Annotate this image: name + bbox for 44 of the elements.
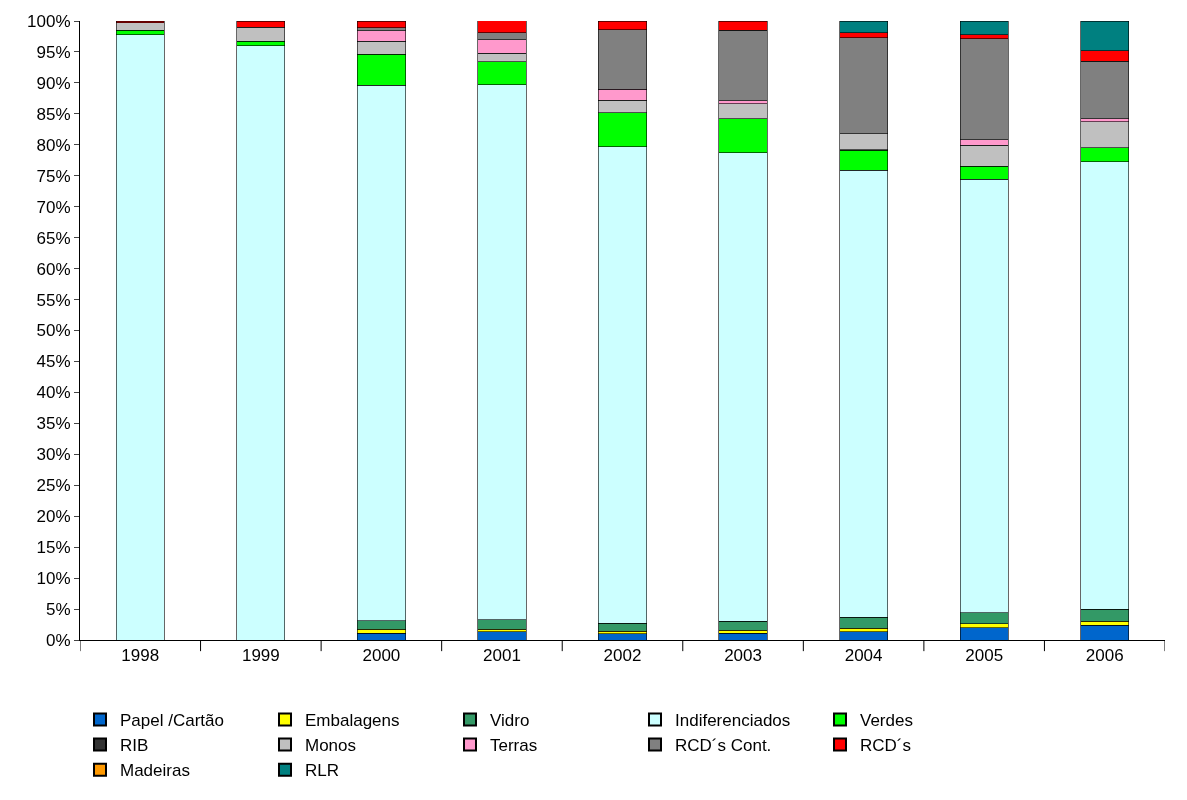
legend-label: Vidro — [490, 711, 530, 731]
legend-label: Monos — [305, 736, 357, 756]
y-tick-label: 75% — [36, 166, 71, 186]
y-tick-label: 20% — [36, 507, 71, 527]
y-tick-label: 70% — [36, 197, 71, 217]
y-tick-label: 85% — [36, 104, 71, 124]
legend-label: Terras — [490, 736, 538, 756]
y-tick-label: 50% — [36, 321, 71, 341]
x-tick-label: 1998 — [121, 646, 160, 666]
y-tick-label: 90% — [36, 73, 71, 93]
x-tick-label: 2004 — [844, 646, 883, 666]
x-tick-label: 2002 — [603, 646, 642, 666]
legend-label: RCD´s Cont. — [675, 736, 772, 756]
y-tick-label: 0% — [46, 630, 71, 650]
bar — [839, 21, 889, 34]
y-tick-label: 10% — [36, 569, 71, 589]
legend-label: Embalagens — [305, 711, 400, 731]
x-tick-label: 1999 — [241, 646, 280, 666]
x-tick-label: 2005 — [965, 646, 1004, 666]
legend-label: Verdes — [860, 711, 913, 731]
y-tick-label: 95% — [36, 42, 71, 62]
y-tick-label: 65% — [36, 228, 71, 248]
legend-label: Papel /Cartão — [120, 711, 224, 731]
legend-label: Madeiras — [120, 761, 190, 781]
y-tick-label: 80% — [36, 135, 71, 155]
legend-label: RIB — [120, 736, 149, 756]
y-tick-label: 55% — [36, 290, 71, 310]
y-tick-label: 5% — [46, 600, 71, 619]
legend-label: Indiferenciados — [675, 711, 791, 731]
y-tick-label: 100% — [27, 11, 71, 31]
y-tick-label: 45% — [36, 352, 71, 372]
x-tick-label: 2003 — [724, 646, 762, 666]
y-tick-label: 30% — [36, 445, 71, 465]
y-tick-label: 35% — [36, 414, 71, 434]
legend-label: RCD´s — [860, 736, 911, 756]
y-tick-label: 15% — [36, 538, 71, 558]
y-tick-label: 40% — [36, 383, 71, 403]
bar — [356, 21, 406, 29]
y-tick-label: 25% — [36, 476, 71, 496]
legend-label: RLR — [305, 761, 340, 781]
x-tick-label: 2001 — [483, 646, 521, 666]
x-tick-label: 2006 — [1085, 646, 1124, 666]
y-tick-label: 60% — [36, 259, 71, 279]
x-tick-label: 2000 — [362, 646, 401, 666]
